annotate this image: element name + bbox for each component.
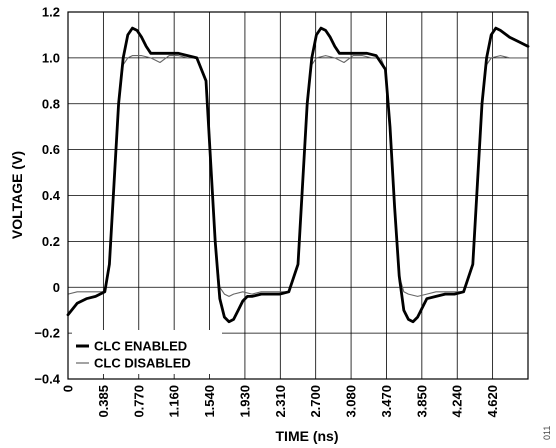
- y-tick-label: 1.2: [42, 5, 60, 20]
- legend-background: [72, 330, 222, 374]
- x-axis-title: TIME (ns): [276, 428, 339, 444]
- series-line-clc-enabled: [66, 26, 530, 324]
- y-tick-label: −0.4: [34, 372, 60, 387]
- plot-frame: [67, 11, 529, 380]
- x-tick-label: 1.930: [237, 385, 252, 418]
- x-tick-label: 2.310: [273, 385, 288, 418]
- y-tick-label: 0.6: [42, 142, 60, 157]
- y-tick-labels: 1.2 1.0 0.8 0.6 0.4 0.2 0 −0.2 −0.4: [34, 5, 60, 387]
- x-tick-labels: 0 0.385 0.770 1.160 1.540 1.930 2.310 2.700 3.08…: [61, 385, 501, 418]
- y-tick-label: 0.8: [42, 96, 60, 111]
- figure-id: 011: [542, 426, 552, 440]
- legend: CLC ENABLED CLC DISABLED: [72, 330, 222, 374]
- x-tick-label: 3.080: [344, 385, 359, 418]
- x-tick-label: 0: [61, 385, 76, 392]
- series-group: [66, 26, 530, 324]
- grid-lines: [68, 12, 528, 379]
- y-tick-label: 1.0: [42, 50, 60, 65]
- y-tick-label: 0: [53, 280, 60, 295]
- x-tick-label: 4.620: [485, 385, 500, 418]
- x-tick-label: 3.470: [379, 385, 394, 418]
- legend-label: CLC ENABLED: [94, 339, 187, 354]
- x-tick-label: 4.240: [450, 385, 465, 418]
- x-tick-label: 0.770: [131, 385, 146, 418]
- y-tick-label: 0.2: [42, 234, 60, 249]
- x-tick-label: 1.540: [202, 385, 217, 418]
- x-tick-label: 3.850: [414, 385, 429, 418]
- x-tick-label: 2.700: [308, 385, 323, 418]
- x-tick-label: 1.160: [167, 385, 182, 418]
- y-tick-label: 0.4: [42, 188, 61, 203]
- x-tick-label: 0.385: [96, 385, 111, 418]
- legend-label: CLC DISABLED: [94, 356, 191, 371]
- y-tick-label: −0.2: [34, 326, 60, 341]
- y-axis-title: VOLTAGE (V): [9, 151, 25, 239]
